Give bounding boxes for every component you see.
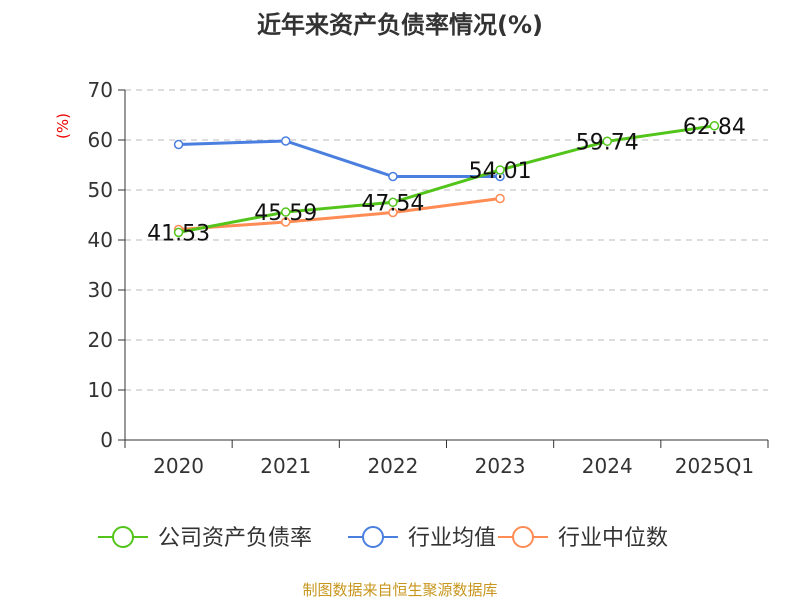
x-tick-label: 2023 [475,454,526,478]
data-point[interactable] [173,227,184,238]
y-tick-label: 10 [88,378,113,402]
x-tick-label: 2020 [153,454,204,478]
x-tick-label: 2022 [367,454,418,478]
legend-label[interactable]: 公司资产负债率 [158,526,312,551]
y-tick-label: 60 [88,128,113,152]
y-tick-label: 0 [100,428,113,452]
data-point[interactable] [173,139,184,150]
data-label: 45.59 [254,201,317,226]
data-point[interactable] [281,136,291,146]
y-tick-label: 50 [88,178,113,202]
y-tick-label: 30 [88,278,113,302]
x-tick-label: 2025Q1 [675,454,754,478]
data-point[interactable] [388,197,398,208]
x-tick-label: 2021 [260,454,311,478]
series-line [178,197,501,231]
data-point[interactable] [495,165,505,175]
data-label: 47.54 [361,191,424,216]
data-point[interactable] [602,136,612,147]
data-point[interactable] [388,171,398,182]
legend-marker[interactable] [362,526,384,548]
y-tick-label: 70 [88,78,113,102]
legend-marker[interactable] [112,526,134,548]
y-axis-label: (%) [54,113,72,139]
chart-title: 近年来资产负债率情况(%) [257,11,543,39]
data-point[interactable] [709,121,720,131]
data-label: 59.74 [576,130,639,155]
legend-label[interactable]: 行业中位数 [558,526,668,551]
legend-marker[interactable] [512,526,534,548]
y-tick-label: 40 [88,228,113,252]
data-point[interactable] [495,193,505,204]
data-point[interactable] [281,217,291,227]
data-point[interactable] [281,207,291,217]
data-label: 62.84 [683,115,746,140]
data-label: 41.53 [147,221,210,246]
legend-label[interactable]: 行业均值 [408,526,496,551]
x-tick-label: 2024 [582,454,633,478]
source-note: 制图数据来自恒生聚源数据库 [302,581,497,599]
data-label: 54.01 [469,159,532,184]
series-line [178,139,501,178]
y-tick-label: 20 [88,328,113,352]
series-line [178,124,715,234]
data-point[interactable] [388,207,398,218]
